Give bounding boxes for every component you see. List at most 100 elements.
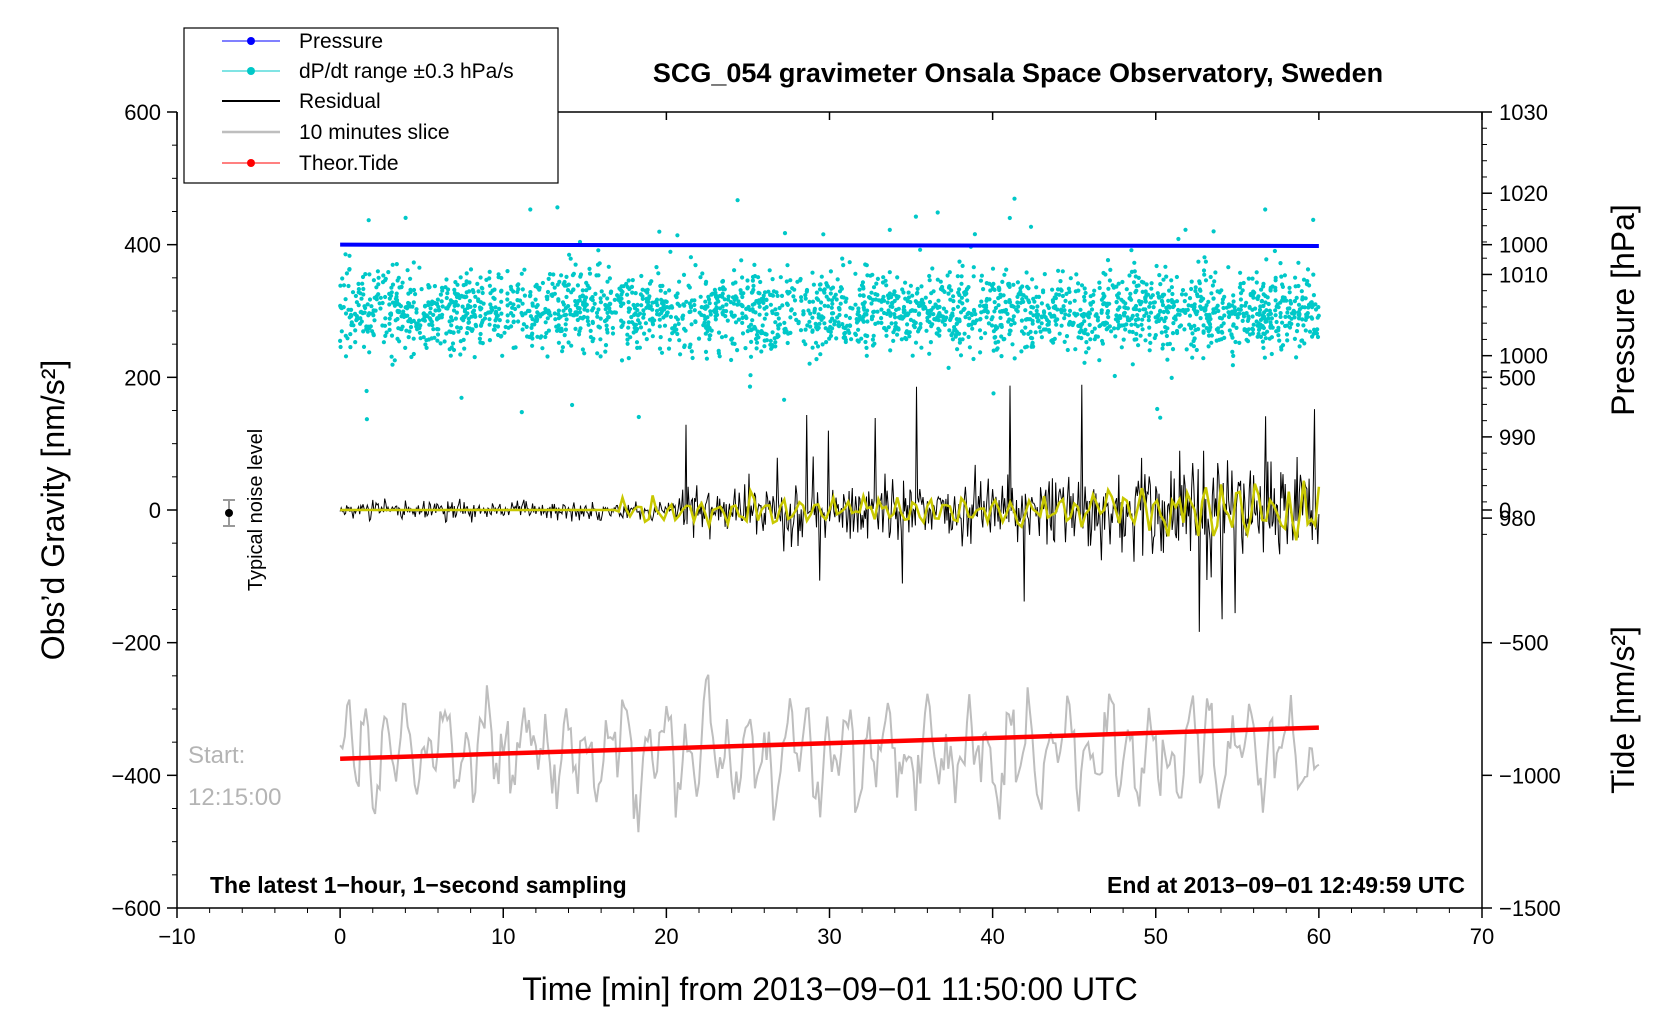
dpdt-point bbox=[720, 291, 725, 296]
dpdt-point bbox=[1073, 347, 1078, 352]
dpdt-point bbox=[464, 271, 469, 276]
dpdt-point bbox=[450, 318, 455, 323]
dpdt-point bbox=[1034, 285, 1039, 290]
dpdt-point bbox=[773, 340, 778, 345]
dpdt-point bbox=[700, 271, 705, 276]
dpdt-point bbox=[554, 328, 560, 333]
pressure-tick-label: 1020 bbox=[1499, 181, 1548, 206]
dpdt-point bbox=[853, 271, 858, 276]
dpdt-point bbox=[431, 327, 436, 332]
dpdt-point bbox=[1147, 348, 1152, 353]
dpdt-point bbox=[607, 301, 612, 306]
dpdt-point bbox=[580, 293, 585, 298]
dpdt-point bbox=[353, 328, 358, 333]
dpdt-point bbox=[546, 328, 552, 333]
dpdt-point bbox=[540, 311, 546, 316]
dpdt-point bbox=[505, 291, 510, 296]
dpdt-point bbox=[654, 265, 659, 270]
dpdt-point bbox=[487, 283, 492, 288]
dpdt-point bbox=[431, 312, 436, 317]
dpdt-point bbox=[628, 335, 633, 340]
dpdt-point bbox=[717, 286, 722, 291]
dpdt-point bbox=[437, 315, 442, 320]
dpdt-point bbox=[892, 312, 897, 317]
dpdt-point bbox=[595, 314, 600, 319]
legend-label-residual: Residual bbox=[299, 90, 381, 113]
y-tick-label: 600 bbox=[124, 100, 161, 125]
dpdt-point bbox=[770, 330, 775, 335]
dpdt-point bbox=[487, 322, 492, 327]
dpdt-point bbox=[1202, 255, 1207, 260]
legend-item-residual: Residual bbox=[222, 90, 381, 113]
tide-tick-label: −1500 bbox=[1499, 896, 1561, 921]
dpdt-point bbox=[745, 329, 750, 334]
dpdt-point bbox=[1038, 329, 1043, 334]
dpdt-point bbox=[828, 319, 833, 324]
dpdt-point bbox=[567, 252, 572, 257]
dpdt-point bbox=[1074, 272, 1079, 277]
dpdt-point bbox=[1144, 292, 1149, 297]
dpdt-point bbox=[710, 291, 715, 296]
dpdt-point bbox=[505, 313, 510, 318]
dpdt-point bbox=[360, 281, 365, 286]
dpdt-point bbox=[376, 292, 381, 297]
dpdt-point bbox=[1280, 320, 1285, 325]
dpdt-point bbox=[428, 317, 433, 322]
dpdt-point bbox=[972, 232, 978, 237]
dpdt-point bbox=[1187, 322, 1192, 327]
dpdt-point bbox=[1066, 313, 1072, 318]
dpdt-point bbox=[1152, 300, 1157, 305]
dpdt-point bbox=[943, 317, 948, 323]
dpdt-point bbox=[1083, 290, 1088, 296]
dpdt-point bbox=[1170, 347, 1176, 352]
dpdt-point bbox=[496, 275, 501, 280]
dpdt-point bbox=[861, 293, 866, 298]
dpdt-point bbox=[661, 299, 666, 304]
dpdt-point bbox=[1114, 313, 1119, 318]
dpdt-point bbox=[639, 273, 644, 279]
dpdt-point bbox=[566, 340, 571, 345]
dpdt-point bbox=[766, 289, 771, 294]
dpdt-point bbox=[1219, 288, 1224, 293]
dpdt-point bbox=[1057, 331, 1062, 336]
dpdt-point bbox=[708, 309, 713, 314]
dpdt-point bbox=[803, 327, 808, 332]
dpdt-point bbox=[343, 354, 349, 359]
dpdt-point bbox=[390, 262, 395, 267]
dpdt-point bbox=[641, 312, 647, 317]
x-tick-label: 20 bbox=[654, 924, 678, 949]
dpdt-point bbox=[426, 285, 431, 290]
dpdt-point bbox=[481, 301, 486, 306]
dpdt-point bbox=[371, 313, 376, 318]
dpdt-point bbox=[915, 286, 920, 291]
dpdt-point bbox=[979, 335, 984, 341]
dpdt-point bbox=[924, 328, 929, 333]
dpdt-point bbox=[376, 275, 381, 280]
dpdt-point bbox=[598, 354, 603, 359]
dpdt-point bbox=[792, 298, 798, 303]
dpdt-point bbox=[901, 290, 906, 295]
dpdt-point bbox=[378, 295, 383, 300]
dpdt-point bbox=[1173, 314, 1178, 319]
dpdt-point bbox=[545, 289, 551, 295]
dpdt-point bbox=[396, 310, 401, 315]
dpdt-point bbox=[1164, 274, 1169, 279]
dpdt-point bbox=[828, 291, 833, 296]
dpdt-point bbox=[610, 331, 616, 336]
pressure-tick-label: 1010 bbox=[1499, 262, 1548, 287]
dpdt-point bbox=[599, 289, 604, 294]
dpdt-point bbox=[1263, 336, 1268, 341]
dpdt-point bbox=[1316, 305, 1321, 310]
dpdt-point bbox=[1011, 314, 1016, 319]
dpdt-point bbox=[1124, 287, 1129, 292]
dpdt-point bbox=[1287, 325, 1293, 330]
dpdt-point bbox=[1270, 284, 1275, 289]
dpdt-point bbox=[840, 256, 845, 261]
dpdt-point bbox=[1087, 322, 1092, 327]
dpdt-point bbox=[762, 290, 768, 295]
dpdt-point bbox=[740, 294, 745, 300]
dpdt-point bbox=[703, 299, 708, 304]
dpdt-point bbox=[666, 346, 672, 351]
dpdt-point bbox=[992, 300, 997, 305]
dpdt-point bbox=[1301, 323, 1306, 328]
